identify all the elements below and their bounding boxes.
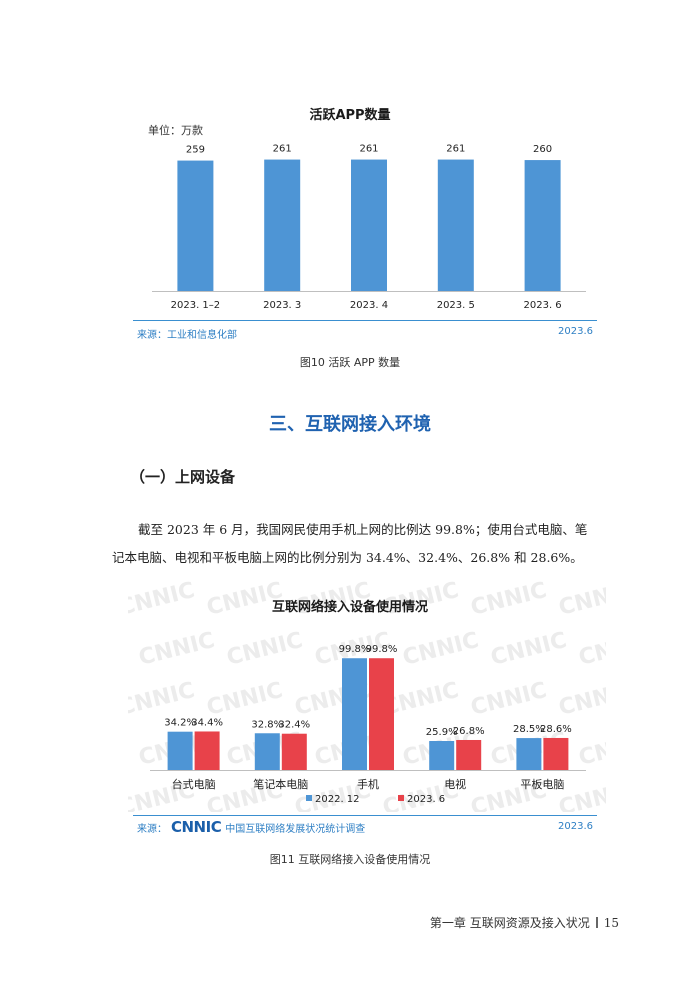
chart2-source-prefix: 来源： [137,823,167,835]
chart2-bar [281,733,307,770]
chart1-data-label: 261 [273,144,292,155]
chart1-caption: 图10 活跃 APP 数量 [299,356,401,369]
chart2-x-tick-label: 平板电脑 [520,777,564,791]
footer-chapter: 第一章 互联网资源及接入状况 [429,916,590,930]
chart2-x-tick-label: 电视 [444,777,466,791]
cnnic-logo: CNNIC [171,818,222,836]
chart1-data-label: 260 [533,144,552,155]
page-footer: 第一章 互联网资源及接入状况 15 [430,914,619,931]
chart1-source-divider [133,320,597,321]
chart2-bar [456,739,482,770]
chart2-bar [429,740,455,770]
watermark-text: CNNIC [556,580,606,621]
footer-divider [595,917,598,928]
chart2-legend-swatch [306,795,312,801]
chart2-bar [369,658,394,770]
chart1-bar [264,159,301,291]
subsection-heading: （一）上网设备 [130,468,236,486]
chart2-plot: 34.2%34.4% 台式电脑 32.8%32.4% 笔记本电脑 99.8%99.8% 手… [150,644,586,805]
chart2-date: 2023.6 [558,821,593,832]
chart1-bar [437,159,474,291]
watermark-text: CNNIC [128,580,197,621]
chart2-data-label: 32.4% [278,720,310,731]
chart2-legend-label: 2022. 12 [315,794,360,805]
paragraph-line-2: 记本电脑、电视和平板电脑上网的比例分别为 34.4%、32.4%、26.8% 和… [112,550,583,565]
chart2-data-label: 34.2% [164,718,196,729]
chart2-data-label: 34.4% [191,717,223,728]
chart1-date: 2023.6 [558,326,593,337]
chart1-data-label: 261 [446,144,465,155]
chart2-x-tick-label: 台式电脑 [172,777,216,791]
chart1-x-tick-label: 2023. 1–2 [171,300,221,311]
footer-page-number: 15 [603,915,619,930]
chart2-data-label: 99.8% [366,644,398,655]
chart2-bar [167,731,193,770]
chart2-x-tick-label: 笔记本电脑 [253,777,308,791]
chart2-legend-swatch [398,795,404,801]
chart2-bar [543,737,569,770]
chart1-title: 活跃APP数量 [309,108,391,123]
chart1-data-label: 259 [186,145,205,156]
chart2-x-tick-label: 手机 [357,777,379,791]
chart2-data-label: 99.8% [339,644,371,655]
chart2-source-org: 中国互联网络发展状况统计调查 [225,823,366,835]
chart2-bar [194,731,220,770]
chart1-unit: 单位：万款 [148,124,203,137]
chart1-plot: 259 2023. 1–2 261 2023. 3 261 2023. 4 261 2023.… [152,144,586,311]
chart2-caption: 图11 互联网络接入设备使用情况 [269,853,431,866]
chart2-data-label: 28.5% [513,724,545,735]
paragraph-line-1: 截至 2023 年 6 月，我国网民使用手机上网的比例达 99.8%；使用台式电… [138,522,588,537]
chart1-bar [177,160,214,291]
chart2-title: 互联网络接入设备使用情况 [271,600,428,615]
chart2-legend-label: 2023. 6 [407,794,445,805]
chart1-data-label: 261 [359,144,378,155]
chart1-source: 来源：工业和信息化部 [137,330,237,341]
chart1-x-tick-label: 2023. 4 [350,300,388,311]
chart1-x-tick-label: 2023. 5 [437,300,475,311]
chart2-data-label: 25.9% [426,727,458,738]
chart2-source: 来源： CNNIC 中国互联网络发展状况统计调查 [137,818,366,836]
section-heading: 三、互联网接入环境 [269,414,431,435]
chart1-bar [351,159,387,291]
chart2-data-label: 26.8% [453,726,485,737]
chart2-data-label: 28.6% [540,724,572,735]
chart1-x-tick-label: 2023. 6 [524,300,562,311]
chart2-source-divider [133,815,597,816]
chart1-x-tick-label: 2023. 3 [263,300,301,311]
chart1-bar [524,160,561,291]
chart2-bar [516,738,542,770]
chart2-bar [254,733,280,770]
chart2-bar [342,658,367,770]
chart2-data-label: 32.8% [251,719,283,730]
